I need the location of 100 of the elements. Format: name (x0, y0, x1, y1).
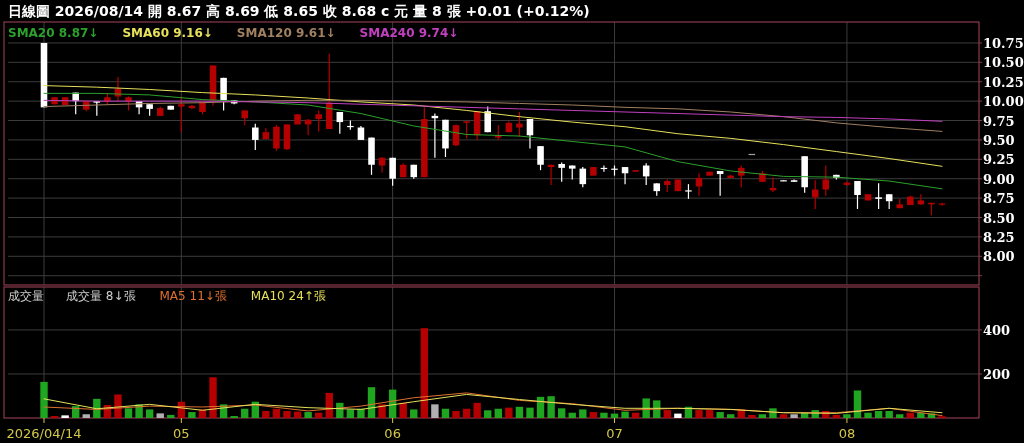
bar (663, 410, 672, 418)
bar (600, 412, 608, 418)
y-tick-label: 9.50 (983, 132, 1015, 148)
bar (874, 410, 883, 418)
bar (758, 414, 767, 418)
bar (462, 408, 471, 418)
bar (124, 408, 133, 418)
bar (40, 381, 48, 418)
bar (557, 408, 566, 418)
bar (896, 414, 904, 418)
text: SMA240 9.74↓ (359, 26, 459, 40)
bar (505, 407, 513, 418)
candlestick (273, 124, 280, 152)
line-series (43, 85, 943, 167)
x-tick-label: 2026/04/14 (6, 426, 82, 441)
bar (410, 409, 418, 418)
candlestick (315, 109, 322, 132)
text: SMA20 8.87↓ (8, 26, 99, 40)
bar (579, 409, 587, 418)
bar (526, 407, 534, 418)
bar (378, 404, 386, 418)
text: MA10 24↑張 (250, 289, 326, 303)
bar (82, 414, 90, 418)
y-tick-label: 10.00 (983, 94, 1024, 110)
bar (145, 409, 154, 418)
bar (167, 414, 175, 418)
bar (357, 408, 365, 418)
line-series (43, 99, 943, 122)
chart-title: 日線圖 2026/08/14 開 8.67 高 8.69 低 8.65 收 8.68 c 元 量 8 張 +0.01 (+0.12%) (8, 3, 590, 19)
candlestick (516, 111, 523, 138)
text: SMA120 9.61↓ (236, 26, 336, 40)
y-tick-label: 8.00 (983, 249, 1015, 265)
bar (188, 412, 196, 418)
text: 成交量 8↓張 (66, 289, 136, 303)
y-tick-label: 9.00 (983, 171, 1015, 187)
bar (631, 412, 640, 418)
bar (547, 396, 555, 418)
candlestick (526, 118, 534, 150)
line-series (43, 99, 943, 132)
text: MA5 11↓張 (159, 289, 227, 303)
y-tick-label: 9.25 (983, 152, 1015, 168)
x-tick-label: 08 (838, 426, 856, 441)
bar (156, 413, 164, 418)
candlestick (854, 180, 861, 210)
candlestick (178, 96, 185, 133)
bar (748, 414, 756, 418)
bar (283, 410, 291, 418)
candlestick (822, 164, 830, 197)
bar (832, 414, 841, 418)
y-tick-label: 400 (983, 322, 1011, 338)
y-tick-label: 10.25 (983, 74, 1024, 90)
x-tick-label: 07 (606, 426, 623, 441)
bar (906, 412, 914, 418)
bar (304, 412, 312, 418)
bar (484, 410, 492, 418)
y-tick-label: 10.75 (983, 35, 1024, 51)
bar (716, 412, 724, 418)
bar (864, 412, 872, 418)
candlestick (917, 193, 925, 206)
bar (473, 402, 481, 418)
bar (589, 412, 598, 418)
y-tick-label: 10.50 (983, 55, 1024, 71)
bar (420, 328, 429, 418)
candlestick (252, 123, 259, 151)
candlestick (558, 161, 565, 183)
y-tick-label: 9.75 (983, 113, 1015, 129)
y-tick-label: 8.50 (983, 210, 1015, 226)
bar (727, 414, 735, 418)
bar (843, 414, 851, 418)
bar (314, 412, 323, 418)
bar (61, 415, 69, 418)
bar (695, 410, 703, 418)
candlestick (537, 145, 544, 171)
text: SMA60 9.16↓ (122, 26, 213, 40)
candlestick (716, 170, 724, 197)
y-tick-label: 8.75 (983, 191, 1015, 207)
bar (209, 377, 217, 418)
bar (452, 410, 460, 418)
candlestick (875, 182, 882, 210)
bar (494, 408, 502, 418)
candlestick (220, 77, 227, 112)
bar (431, 404, 439, 418)
bar (621, 411, 629, 418)
bar (241, 408, 249, 418)
y-tick-label: 200 (983, 366, 1011, 382)
y-tick-label: 8.25 (983, 229, 1015, 245)
bar (272, 408, 281, 418)
x-tick-label: 06 (384, 426, 401, 441)
candlestick (389, 157, 396, 187)
bar (441, 408, 450, 418)
bar (674, 413, 682, 418)
bar (917, 412, 925, 418)
x-tick-label: 05 (173, 426, 190, 441)
bar (779, 414, 788, 418)
bar (515, 406, 524, 418)
chart-title: 成交量 (8, 289, 44, 303)
bar (853, 390, 862, 418)
bar (262, 410, 270, 418)
line-series (43, 92, 943, 190)
bar (885, 410, 893, 418)
